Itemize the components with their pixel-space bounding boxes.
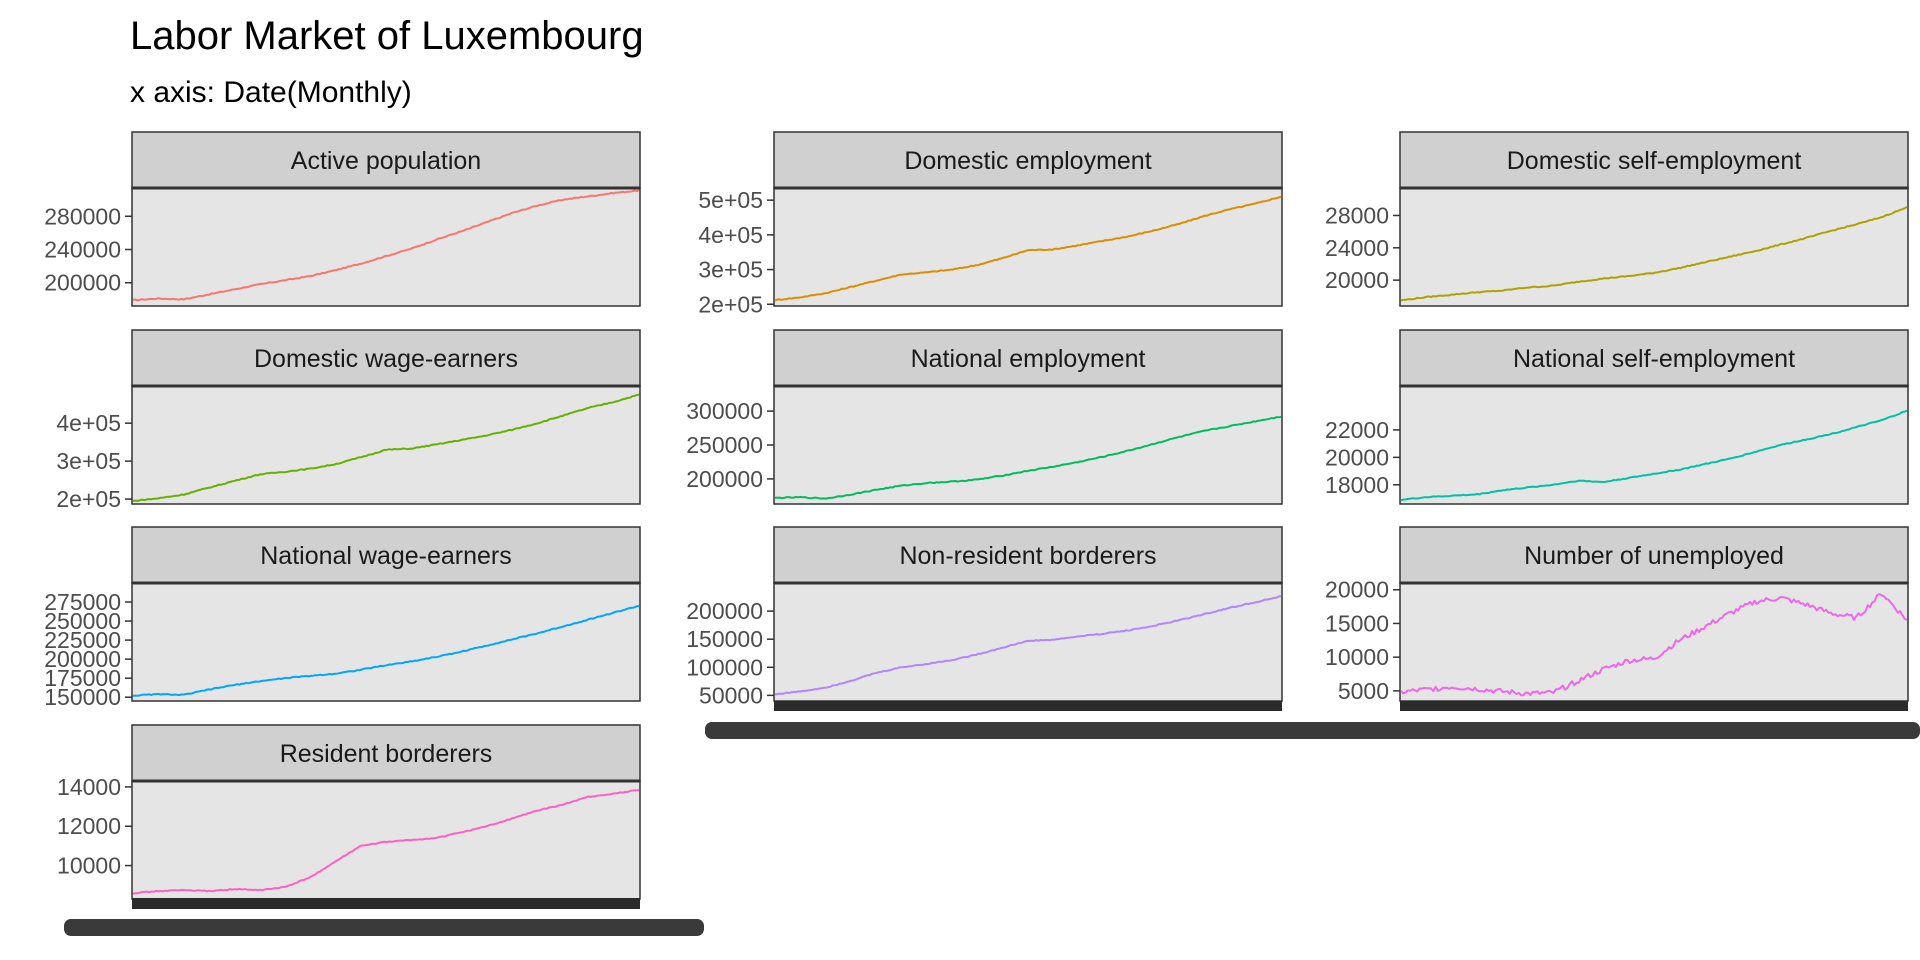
y-tick-label: 4e+05: [56, 410, 121, 436]
y-tick-label: 225000: [44, 627, 121, 653]
y-tick-label: 14000: [57, 774, 121, 800]
plot-area: [1399, 187, 1909, 307]
strip-non-resident-borderers: [773, 526, 1283, 584]
y-tick-label: 275000: [44, 589, 121, 615]
strip-label: National employment: [911, 345, 1146, 373]
y-tick-label: 240000: [44, 236, 121, 262]
strip-label: National self-employment: [1513, 345, 1795, 373]
x-axis-ticks: [132, 898, 640, 908]
x-axis-labels: [64, 919, 704, 936]
y-tick-label: 20000: [1325, 267, 1389, 293]
plot-area: [131, 582, 641, 702]
strip-label: Resident borderers: [280, 740, 493, 768]
series-line-national-employment: [774, 415, 1282, 500]
y-tick-label: 28000: [1325, 202, 1389, 228]
strip-domestic-self-employment: [1399, 131, 1909, 189]
y-tick-label: 175000: [44, 665, 121, 691]
strip-national-employment: [773, 329, 1283, 387]
x-axis-ticks: [1400, 701, 1908, 711]
strip-resident-borderers: [131, 724, 641, 782]
plot-area: [131, 385, 641, 505]
panel-domestic-employment: Domestic employment 2e+05 3e+05 4e+05 5e+05: [698, 131, 1283, 317]
y-tick-label: 200000: [686, 466, 763, 492]
y-tick-label: 200000: [44, 646, 121, 672]
series-line-active-population: [132, 189, 640, 302]
x-axis-labels: [705, 722, 1920, 739]
x-axis-ticks: [774, 701, 1282, 711]
strip-national-wage-earners: [131, 526, 641, 584]
plot-area: [773, 582, 1283, 702]
panel-number-of-unemployed: Number of unemployed 5000 10000 15000 20000: [1325, 526, 1909, 711]
series-line-non-resident-borderers: [775, 595, 1282, 696]
y-tick-label: 3e+05: [56, 448, 121, 474]
chart-title: Labor Market of Luxembourg: [130, 14, 644, 58]
y-tick-label: 150000: [44, 684, 121, 710]
y-tick-label: 18000: [1325, 472, 1389, 498]
plot-area: [773, 187, 1283, 307]
strip-label: Domestic self-employment: [1507, 147, 1802, 175]
y-tick-label: 50000: [699, 682, 763, 708]
y-tick-label: 15000: [1325, 610, 1389, 636]
strip-active-population: [131, 131, 641, 189]
chart-subtitle: x axis: Date(Monthly): [130, 76, 412, 109]
strip-national-self-employment: [1399, 329, 1909, 387]
strip-label: Non-resident borderers: [899, 542, 1156, 570]
y-tick-label: 250000: [686, 432, 763, 458]
panel-national-wage-earners: National wage-earners1500001750002000002…: [44, 526, 641, 710]
y-tick-label: 280000: [44, 203, 121, 229]
strip-domestic-wage-earners: [131, 329, 641, 387]
plot-area: [131, 780, 641, 900]
y-tick-label: 200000: [44, 270, 121, 296]
strip-label: Domestic employment: [904, 147, 1151, 175]
series-line-number-of-unemployed: [1400, 593, 1908, 697]
panel-domestic-wage-earners: Domestic wage-earners 2e+05 3e+05 4e+05: [56, 329, 641, 512]
y-tick-label: 10000: [57, 853, 121, 879]
y-tick-label: 300000: [686, 398, 763, 424]
panel-domestic-self-employment: Domestic self-employment 20000 24000 28000: [1325, 131, 1909, 307]
strip-label: Number of unemployed: [1524, 542, 1784, 570]
y-tick-label: 3e+05: [698, 257, 763, 283]
strip-number-of-unemployed: [1399, 526, 1909, 584]
y-tick-label: 10000: [1325, 644, 1389, 670]
plot-area: [131, 187, 641, 307]
y-tick-label: 20000: [1325, 444, 1389, 470]
series-line-national-wage-earners: [132, 605, 640, 697]
facet-panels: Active population 200000 240000 280000 Domes…: [44, 131, 1920, 936]
y-tick-label: 5000: [1338, 678, 1389, 704]
y-tick-label: 20000: [1325, 577, 1389, 603]
y-tick-label: 100000: [686, 654, 763, 680]
panel-resident-borderers: Resident borderers 10000 12000 14000: [57, 724, 641, 909]
y-tick-label: 4e+05: [698, 222, 763, 248]
series-line-domestic-self-employment: [1400, 206, 1908, 302]
strip-label: National wage-earners: [260, 542, 512, 570]
y-tick-label: 22000: [1325, 417, 1389, 443]
y-tick-label: 150000: [686, 626, 763, 652]
series-line-domestic-employment: [774, 195, 1282, 302]
y-tick-label: 5e+05: [698, 187, 763, 213]
panel-non-resident-borderers: Non-resident borderers 500001000001500002…: [686, 526, 1283, 711]
series-line-national-self-employment: [1400, 409, 1908, 502]
plot-area: [1399, 582, 1909, 702]
panel-national-employment: National employment 200000 250000 300000: [686, 329, 1283, 505]
series-line-domestic-wage-earners: [132, 393, 640, 502]
y-tick-label: 200000: [686, 598, 763, 624]
y-tick-label: 24000: [1325, 235, 1389, 261]
y-tick-label: 250000: [44, 608, 121, 634]
y-tick-label: 12000: [57, 813, 121, 839]
plot-area: [773, 385, 1283, 505]
y-tick-label: 2e+05: [56, 486, 121, 512]
strip-label: Active population: [291, 147, 481, 175]
plot-area: [1399, 385, 1909, 505]
panel-active-population: Active population 200000 240000 280000: [44, 131, 641, 307]
series-line-resident-borderers: [132, 789, 639, 895]
strip-label: Domestic wage-earners: [254, 345, 518, 373]
y-tick-label: 2e+05: [698, 291, 763, 317]
